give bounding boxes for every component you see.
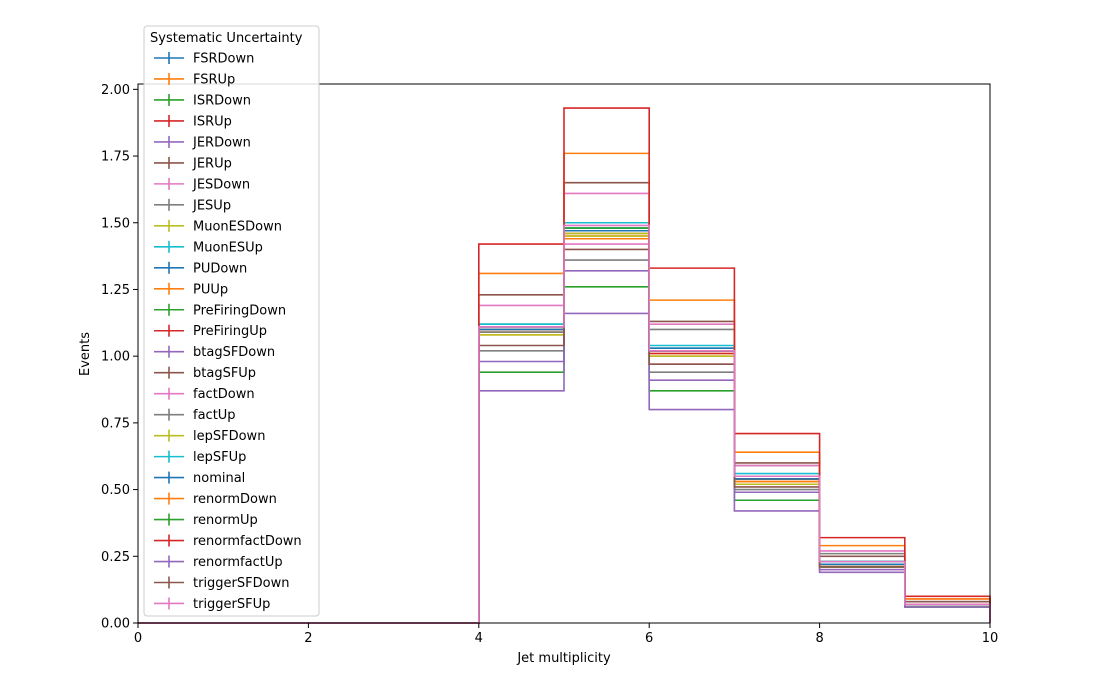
y-tick-label: 0.75	[101, 416, 130, 431]
y-tick-label: 2.00	[101, 83, 130, 98]
legend-label: ISRUp	[193, 114, 232, 129]
legend-item-triggerSFUp: triggerSFUp	[154, 597, 270, 612]
legend-item-PUUp: PUUp	[154, 282, 228, 297]
legend-label: btagSFUp	[193, 366, 256, 381]
y-tick-label: 1.00	[101, 350, 130, 365]
legend-label: JESUp	[192, 198, 231, 213]
legend-label: renormDown	[193, 492, 277, 507]
y-tick-label: 0.50	[101, 483, 130, 498]
y-tick-label: 0.00	[101, 617, 130, 632]
legend-label: triggerSFUp	[193, 597, 270, 612]
x-tick-label: 0	[134, 631, 142, 646]
legend-item-ISRDown: ISRDown	[154, 93, 251, 108]
legend-item-MuonESUp: MuonESUp	[154, 240, 263, 255]
x-tick-label: 2	[304, 631, 312, 646]
legend-item-ISRUp: ISRUp	[154, 114, 232, 129]
legend-item-btagSFUp: btagSFUp	[154, 366, 256, 381]
legend-label: PUDown	[193, 261, 247, 276]
legend-item-FSRUp: FSRUp	[154, 72, 235, 87]
legend-item-renormfactUp: renormfactUp	[154, 555, 283, 570]
legend-label: JERDown	[192, 135, 251, 150]
legend-label: nominal	[193, 471, 245, 486]
y-axis-label: Events	[78, 332, 93, 376]
y-axis: 0.00 0.25 0.50 0.75 1.00 1.25 1.50 1.75 2.00	[101, 83, 138, 632]
legend-label: FSRUp	[193, 72, 235, 87]
legend-label: FSRDown	[193, 52, 254, 67]
legend-item-PreFiringDown: PreFiringDown	[154, 303, 286, 318]
legend-label: MuonESDown	[193, 219, 282, 234]
legend-item-lepSFDown: lepSFDown	[154, 429, 265, 444]
legend-label: PUUp	[193, 282, 228, 297]
legend-label: JERUp	[192, 156, 232, 171]
legend-label: renormUp	[193, 513, 258, 528]
plot-frame	[137, 83, 991, 624]
legend-item-renormfactDown: renormfactDown	[154, 534, 302, 549]
legend-item-JERUp: JERUp	[154, 156, 232, 171]
legend-item-triggerSFDown: triggerSFDown	[154, 576, 289, 591]
x-tick-label: 8	[815, 631, 823, 646]
legend-item-factDown: factDown	[154, 387, 255, 402]
legend-label: MuonESUp	[193, 240, 263, 255]
legend-label: lepSFDown	[193, 429, 265, 444]
x-axis-label: Jet multiplicity	[516, 651, 611, 666]
legend-title: Systematic Uncertainty	[150, 31, 303, 46]
legend-frame	[143, 25, 320, 617]
x-axis: 0 2 4 6 8 10	[134, 623, 998, 646]
legend-item-nominal: nominal	[154, 471, 245, 486]
legend-items: FSRDown FSRUp ISRDown ISRUp JERDown JERUp JESD…	[154, 52, 302, 612]
legend-label: renormfactDown	[193, 534, 302, 549]
y-tick-label: 1.50	[101, 216, 130, 231]
legend-item-PUDown: PUDown	[154, 261, 247, 276]
x-tick-label: 6	[645, 631, 653, 646]
legend-label: triggerSFDown	[193, 576, 289, 591]
legend-item-JESUp: JESUp	[154, 198, 231, 213]
y-tick-label: 0.25	[101, 550, 130, 565]
legend-item-factUp: factUp	[154, 408, 236, 423]
legend-label: lepSFUp	[193, 450, 246, 465]
legend-item-renormDown: renormDown	[154, 492, 277, 507]
legend-item-JESDown: JESDown	[154, 177, 250, 192]
x-tick-label: 4	[475, 631, 483, 646]
legend-label: JESDown	[192, 177, 250, 192]
legend-item-lepSFUp: lepSFUp	[154, 450, 246, 465]
legend-item-renormUp: renormUp	[154, 513, 258, 528]
legend-label: btagSFDown	[193, 345, 275, 360]
legend: Systematic Uncertainty FSRDown FSRUp ISRDo…	[143, 25, 320, 617]
y-tick-label: 1.75	[101, 150, 130, 165]
legend-item-PreFiringUp: PreFiringUp	[154, 324, 267, 339]
legend-item-btagSFDown: btagSFDown	[154, 345, 275, 360]
legend-item-JERDown: JERDown	[154, 135, 251, 150]
legend-label: factUp	[193, 408, 236, 423]
y-tick-label: 1.25	[101, 283, 130, 298]
legend-label: PreFiringUp	[193, 324, 267, 339]
legend-label: renormfactUp	[193, 555, 283, 570]
legend-label: PreFiringDown	[193, 303, 286, 318]
legend-label: ISRDown	[193, 93, 251, 108]
legend-item-FSRDown: FSRDown	[154, 52, 254, 67]
legend-label: factDown	[193, 387, 255, 402]
x-tick-label: 10	[982, 631, 999, 646]
legend-item-MuonESDown: MuonESDown	[154, 219, 282, 234]
